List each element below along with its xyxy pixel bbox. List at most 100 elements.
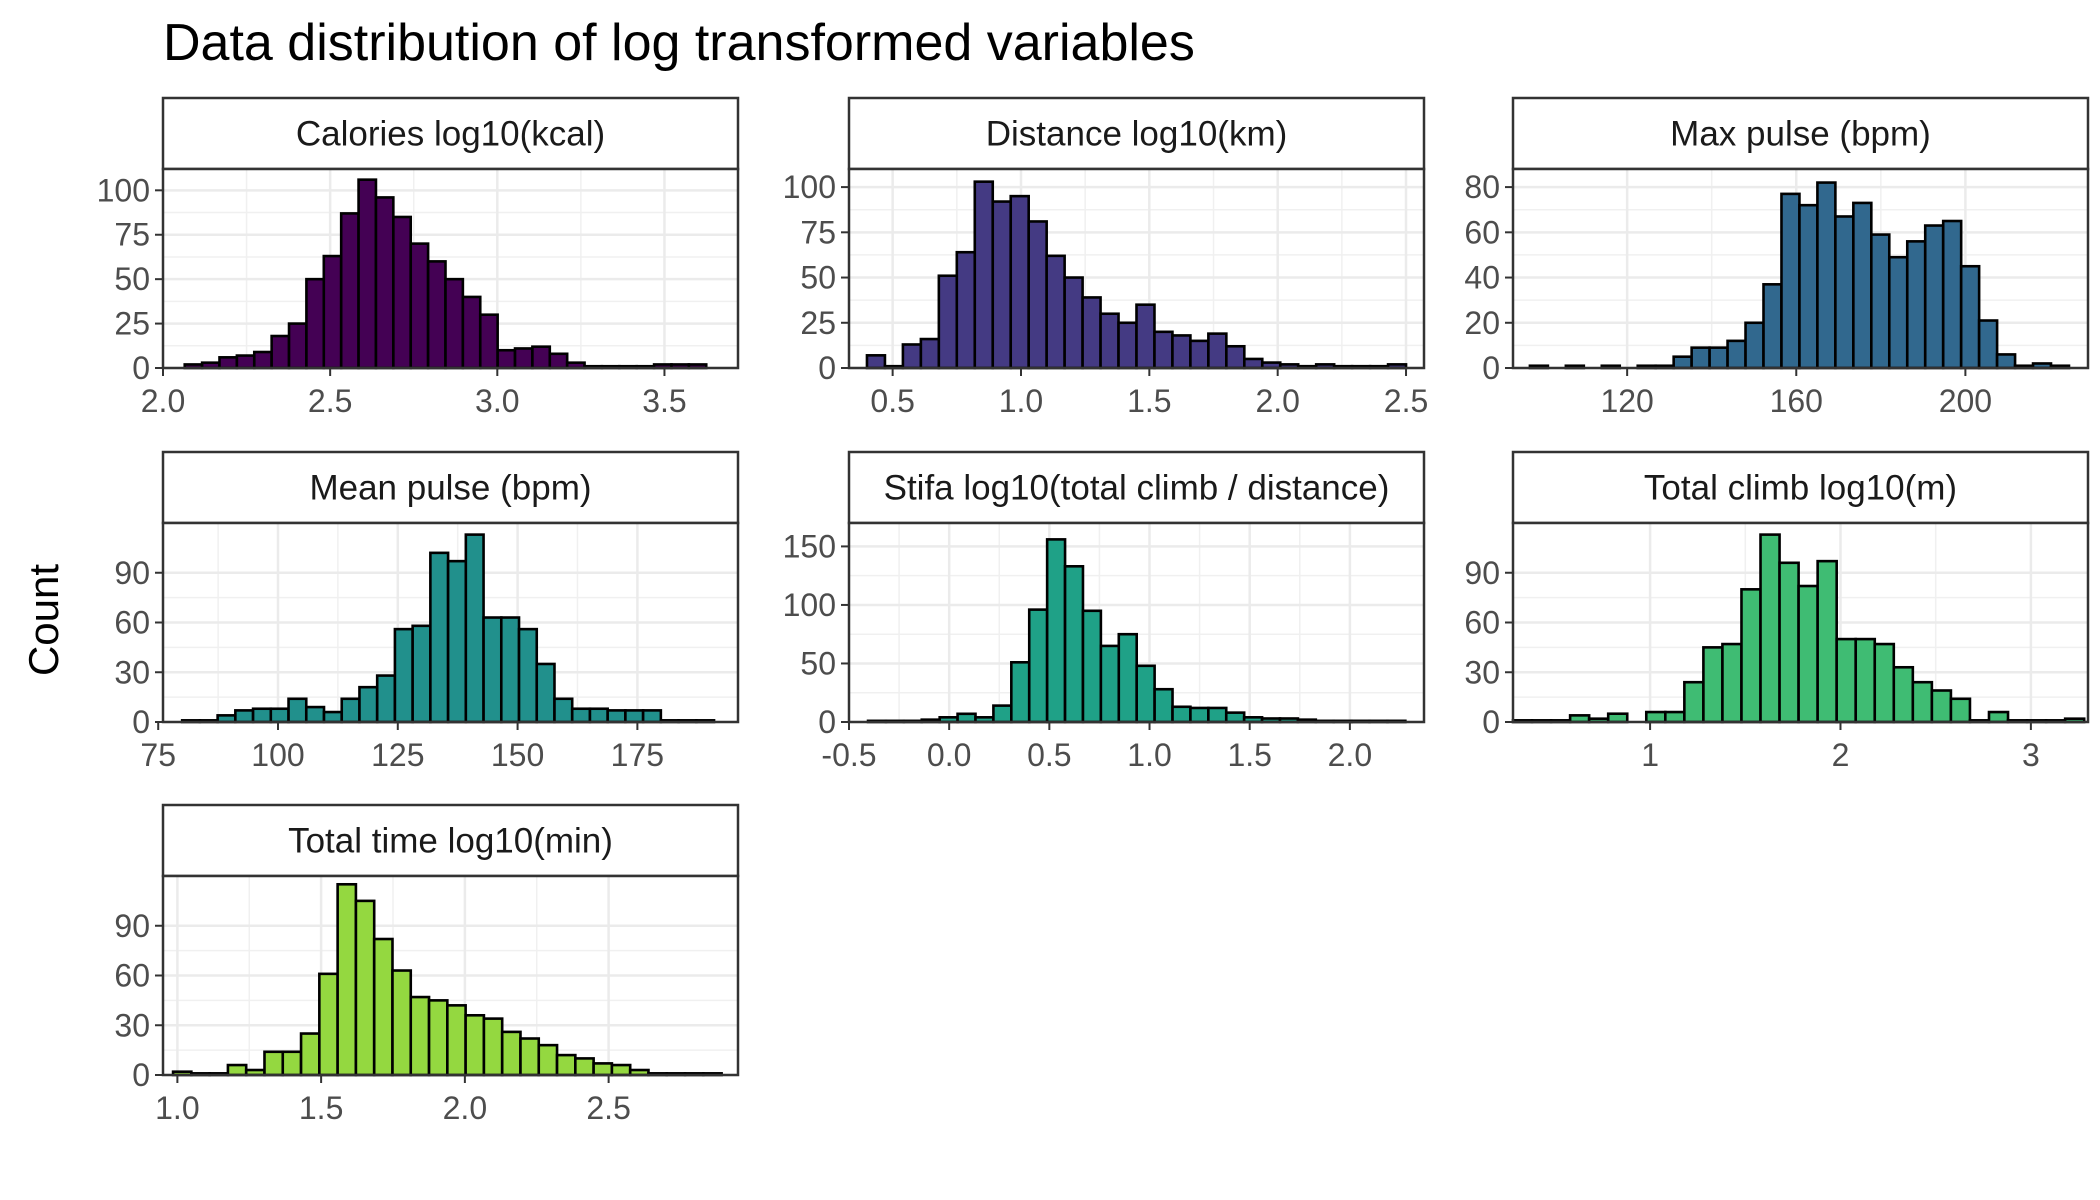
facet-strip — [1511, 450, 2090, 525]
histogram-bar — [1189, 339, 1210, 370]
histogram-bar — [641, 709, 663, 724]
histogram-bar — [1930, 689, 1953, 724]
y-tick-label: 100 — [783, 587, 836, 623]
histogram-bar — [251, 707, 273, 724]
histogram-bar — [955, 250, 977, 370]
histogram-bar — [553, 697, 574, 724]
histogram-bar — [519, 1037, 541, 1077]
x-tick-label: 125 — [371, 737, 424, 773]
histogram-bar — [374, 196, 395, 370]
y-tick-label: 0 — [132, 704, 150, 740]
y-tick-label: 0 — [132, 1057, 150, 1093]
histogram-bar — [1171, 334, 1192, 370]
histogram-bar — [624, 709, 645, 724]
facet-panel-mean-pulse-bpm: Mean pulse (bpm) 0 30 60 90 75 100 125 150 175 — [114, 450, 740, 773]
facet-panel-calories-log10-kcal: Calories log10(kcal) 0 25 50 75 100 2.0 2.5 3.0 3… — [97, 96, 740, 419]
histogram-bar — [235, 354, 256, 370]
histogram-bar — [322, 710, 344, 724]
histogram-bar — [1816, 559, 1838, 724]
histogram-bar — [919, 337, 941, 370]
histogram-bar — [1726, 339, 1747, 370]
x-tick-label: 100 — [251, 737, 304, 773]
x-tick-label: 200 — [1939, 383, 1992, 419]
facet-strip-label: Total time log10(min) — [288, 822, 613, 861]
histogram-bar — [1009, 194, 1030, 370]
facet-panel-total-climb-log10-m: Total climb log10(m) 0 30 60 90 1 2 3 — [1464, 450, 2090, 773]
y-tick-label: 30 — [114, 654, 150, 690]
histogram-bar — [482, 616, 503, 724]
histogram-bar — [464, 533, 485, 724]
histogram-bar — [865, 354, 887, 370]
histogram-bar — [393, 627, 414, 724]
histogram-bar — [478, 313, 499, 370]
x-tick-label: 1 — [1641, 737, 1659, 773]
y-tick-label: 60 — [1464, 214, 1500, 250]
histogram-bar — [1887, 255, 1909, 370]
y-tick-label: 0 — [818, 704, 836, 740]
facet-panel-distance-log10-km: Distance log10(km) 0 25 50 75 100 0.5 1.0 1.5 2.0… — [783, 96, 1428, 419]
histogram-bar — [1854, 637, 1877, 724]
y-tick-label: 20 — [1464, 305, 1500, 341]
histogram-bar — [973, 180, 995, 370]
histogram-bar — [606, 709, 627, 724]
panel-border — [847, 167, 1426, 370]
y-tick-label: 0 — [132, 350, 150, 386]
facet-panel-stifa-log10-total-climb-distance: Stifa log10(total climb / distance) 0 50 10… — [783, 450, 1426, 773]
histogram-bar — [429, 551, 450, 724]
histogram-bar — [263, 1050, 285, 1077]
histogram-bar — [318, 972, 339, 1077]
y-tick-label: 150 — [783, 528, 836, 564]
x-tick-label: 2 — [1832, 737, 1850, 773]
x-tick-label: 0.5 — [870, 383, 914, 419]
histogram-bar — [1778, 561, 1800, 724]
histogram-bar — [1892, 665, 1915, 724]
chart-title: Data distribution of log transformed var… — [163, 14, 1195, 72]
facet-strip-label: Stifa log10(total climb / distance) — [884, 469, 1390, 508]
histogram-bar — [1759, 533, 1781, 724]
histogram-bar — [1099, 644, 1121, 724]
histogram-bar — [444, 277, 465, 370]
histogram-bar — [409, 242, 430, 370]
histogram-bar — [574, 1057, 595, 1077]
histogram-bar — [1923, 224, 1945, 370]
y-tick-label: 30 — [1464, 654, 1500, 690]
facet-strip-label: Mean pulse (bpm) — [309, 469, 591, 508]
facet-strip — [161, 96, 740, 171]
histogram-bar — [555, 1053, 577, 1077]
histogram-bar — [1835, 637, 1858, 724]
y-tick-label: 25 — [800, 305, 836, 341]
histogram-bar — [252, 350, 273, 370]
facet-strip-label: Total climb log10(m) — [1644, 469, 1957, 508]
histogram-bar — [392, 215, 413, 370]
histogram-bar — [340, 697, 361, 724]
histogram-bar — [991, 200, 1013, 370]
histogram-bar — [500, 1030, 522, 1077]
y-tick-label: 0 — [1482, 704, 1500, 740]
histogram-bar — [287, 697, 308, 724]
histogram-bar — [281, 1050, 303, 1077]
histogram-bar — [901, 343, 923, 370]
histogram-bar — [1027, 220, 1048, 370]
histogram-bar — [375, 674, 397, 724]
histogram-bar — [322, 254, 343, 370]
histogram-bar — [1010, 660, 1031, 724]
histogram-bar — [1063, 565, 1085, 724]
histogram-bar — [1117, 321, 1138, 370]
histogram-bar — [570, 707, 592, 724]
histogram-bar — [1225, 344, 1246, 370]
y-tick-label: 75 — [114, 217, 150, 253]
histogram-bar — [1027, 608, 1049, 724]
histogram-bar — [339, 212, 360, 370]
x-tick-label: 0.5 — [1027, 737, 1071, 773]
histogram-bar — [1153, 330, 1174, 370]
histogram-bar — [427, 999, 449, 1077]
histogram-bar — [1664, 710, 1686, 724]
histogram-bar — [1171, 705, 1192, 724]
x-tick-label: 2.5 — [586, 1090, 630, 1126]
histogram-bar — [270, 334, 291, 370]
histogram-bar — [1780, 192, 1801, 370]
histogram-bar — [1744, 321, 1765, 370]
histogram-bar — [592, 1062, 614, 1077]
x-tick-label: 150 — [491, 737, 544, 773]
